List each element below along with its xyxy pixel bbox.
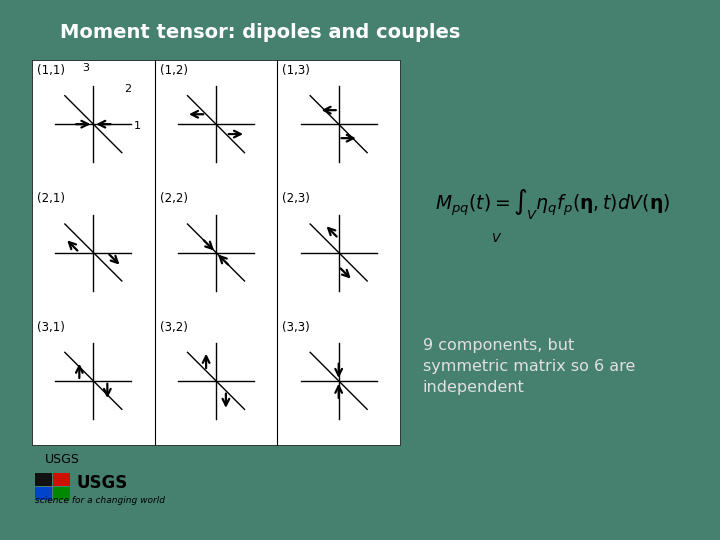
Text: Moment tensor: dipoles and couples: Moment tensor: dipoles and couples	[60, 24, 460, 43]
Text: (1,1): (1,1)	[37, 64, 65, 77]
Bar	[53, 487, 70, 500]
Text: $M_{pq}(t) = \int_V \eta_q f_p(\mathbf{\eta},t)dV(\mathbf{\eta})$: $M_{pq}(t) = \int_V \eta_q f_p(\mathbf{\…	[436, 188, 670, 222]
Bar	[35, 487, 52, 500]
Text: 9 components, but
symmetric matrix so 6 are
independent: 9 components, but symmetric matrix so 6 …	[423, 338, 635, 395]
Bar	[32, 60, 400, 445]
Text: (1,3): (1,3)	[282, 64, 310, 77]
Text: 3: 3	[82, 63, 89, 73]
Text: $V$: $V$	[491, 232, 503, 245]
Text: 2: 2	[124, 84, 131, 93]
Text: (3,2): (3,2)	[160, 321, 187, 334]
Text: (3,1): (3,1)	[37, 321, 65, 334]
Text: (2,2): (2,2)	[160, 192, 188, 205]
Text: USGS: USGS	[45, 453, 80, 466]
Text: science for a changing world: science for a changing world	[35, 496, 165, 505]
Text: USGS: USGS	[77, 474, 128, 492]
Bar	[53, 473, 70, 486]
Text: (1,2): (1,2)	[160, 64, 188, 77]
Text: (2,1): (2,1)	[37, 192, 65, 205]
Text: (3,3): (3,3)	[282, 321, 310, 334]
Text: (2,3): (2,3)	[282, 192, 310, 205]
Bar	[35, 473, 52, 486]
Text: 1: 1	[133, 121, 140, 131]
